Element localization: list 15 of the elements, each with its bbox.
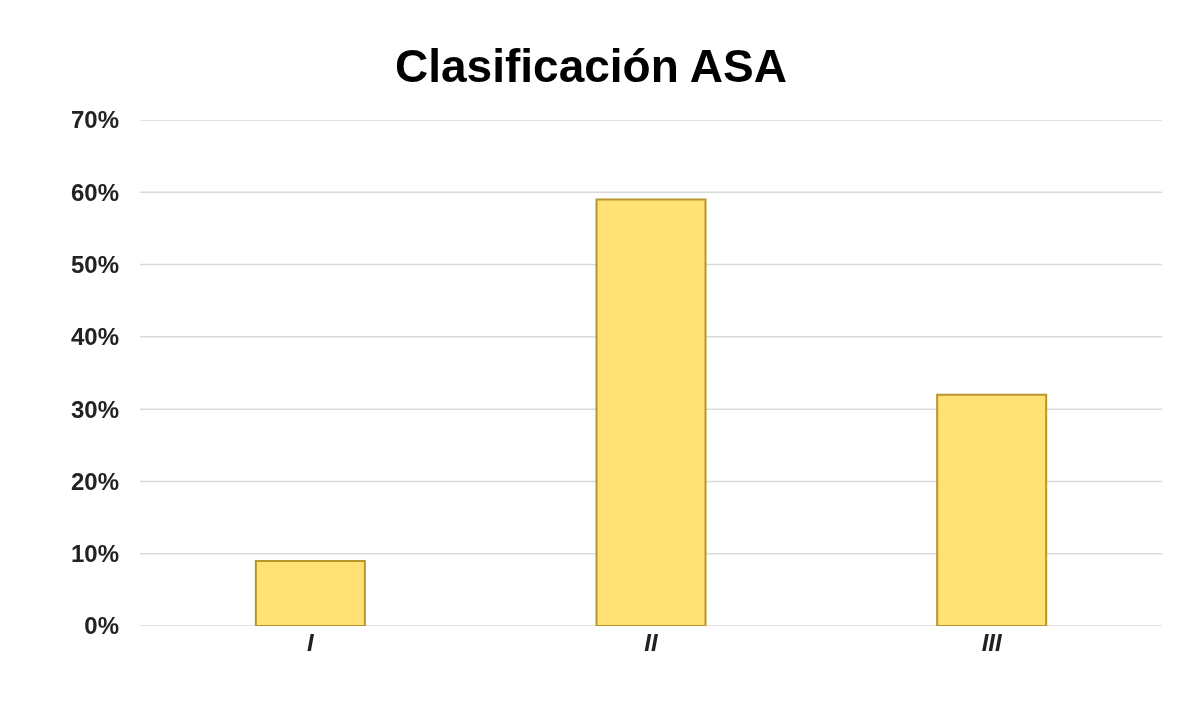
x-tick-label: III [981, 629, 1003, 656]
y-tick-label: 60% [70, 178, 119, 206]
y-tick-label: 50% [70, 250, 119, 278]
bar [595, 198, 707, 626]
y-tick-label: 0% [84, 612, 119, 640]
x-tick-label: II [644, 629, 659, 656]
y-tick-label: 10% [70, 540, 119, 568]
y-tick-label: 70% [70, 106, 119, 134]
y-tick-label: 20% [70, 467, 119, 495]
chart-title: Clasificación ASA [395, 39, 787, 92]
x-tick-label: I [306, 629, 315, 656]
y-tick-label: 40% [70, 323, 119, 351]
bar [936, 393, 1048, 626]
bar [254, 559, 366, 626]
y-tick-label: 30% [70, 395, 119, 423]
